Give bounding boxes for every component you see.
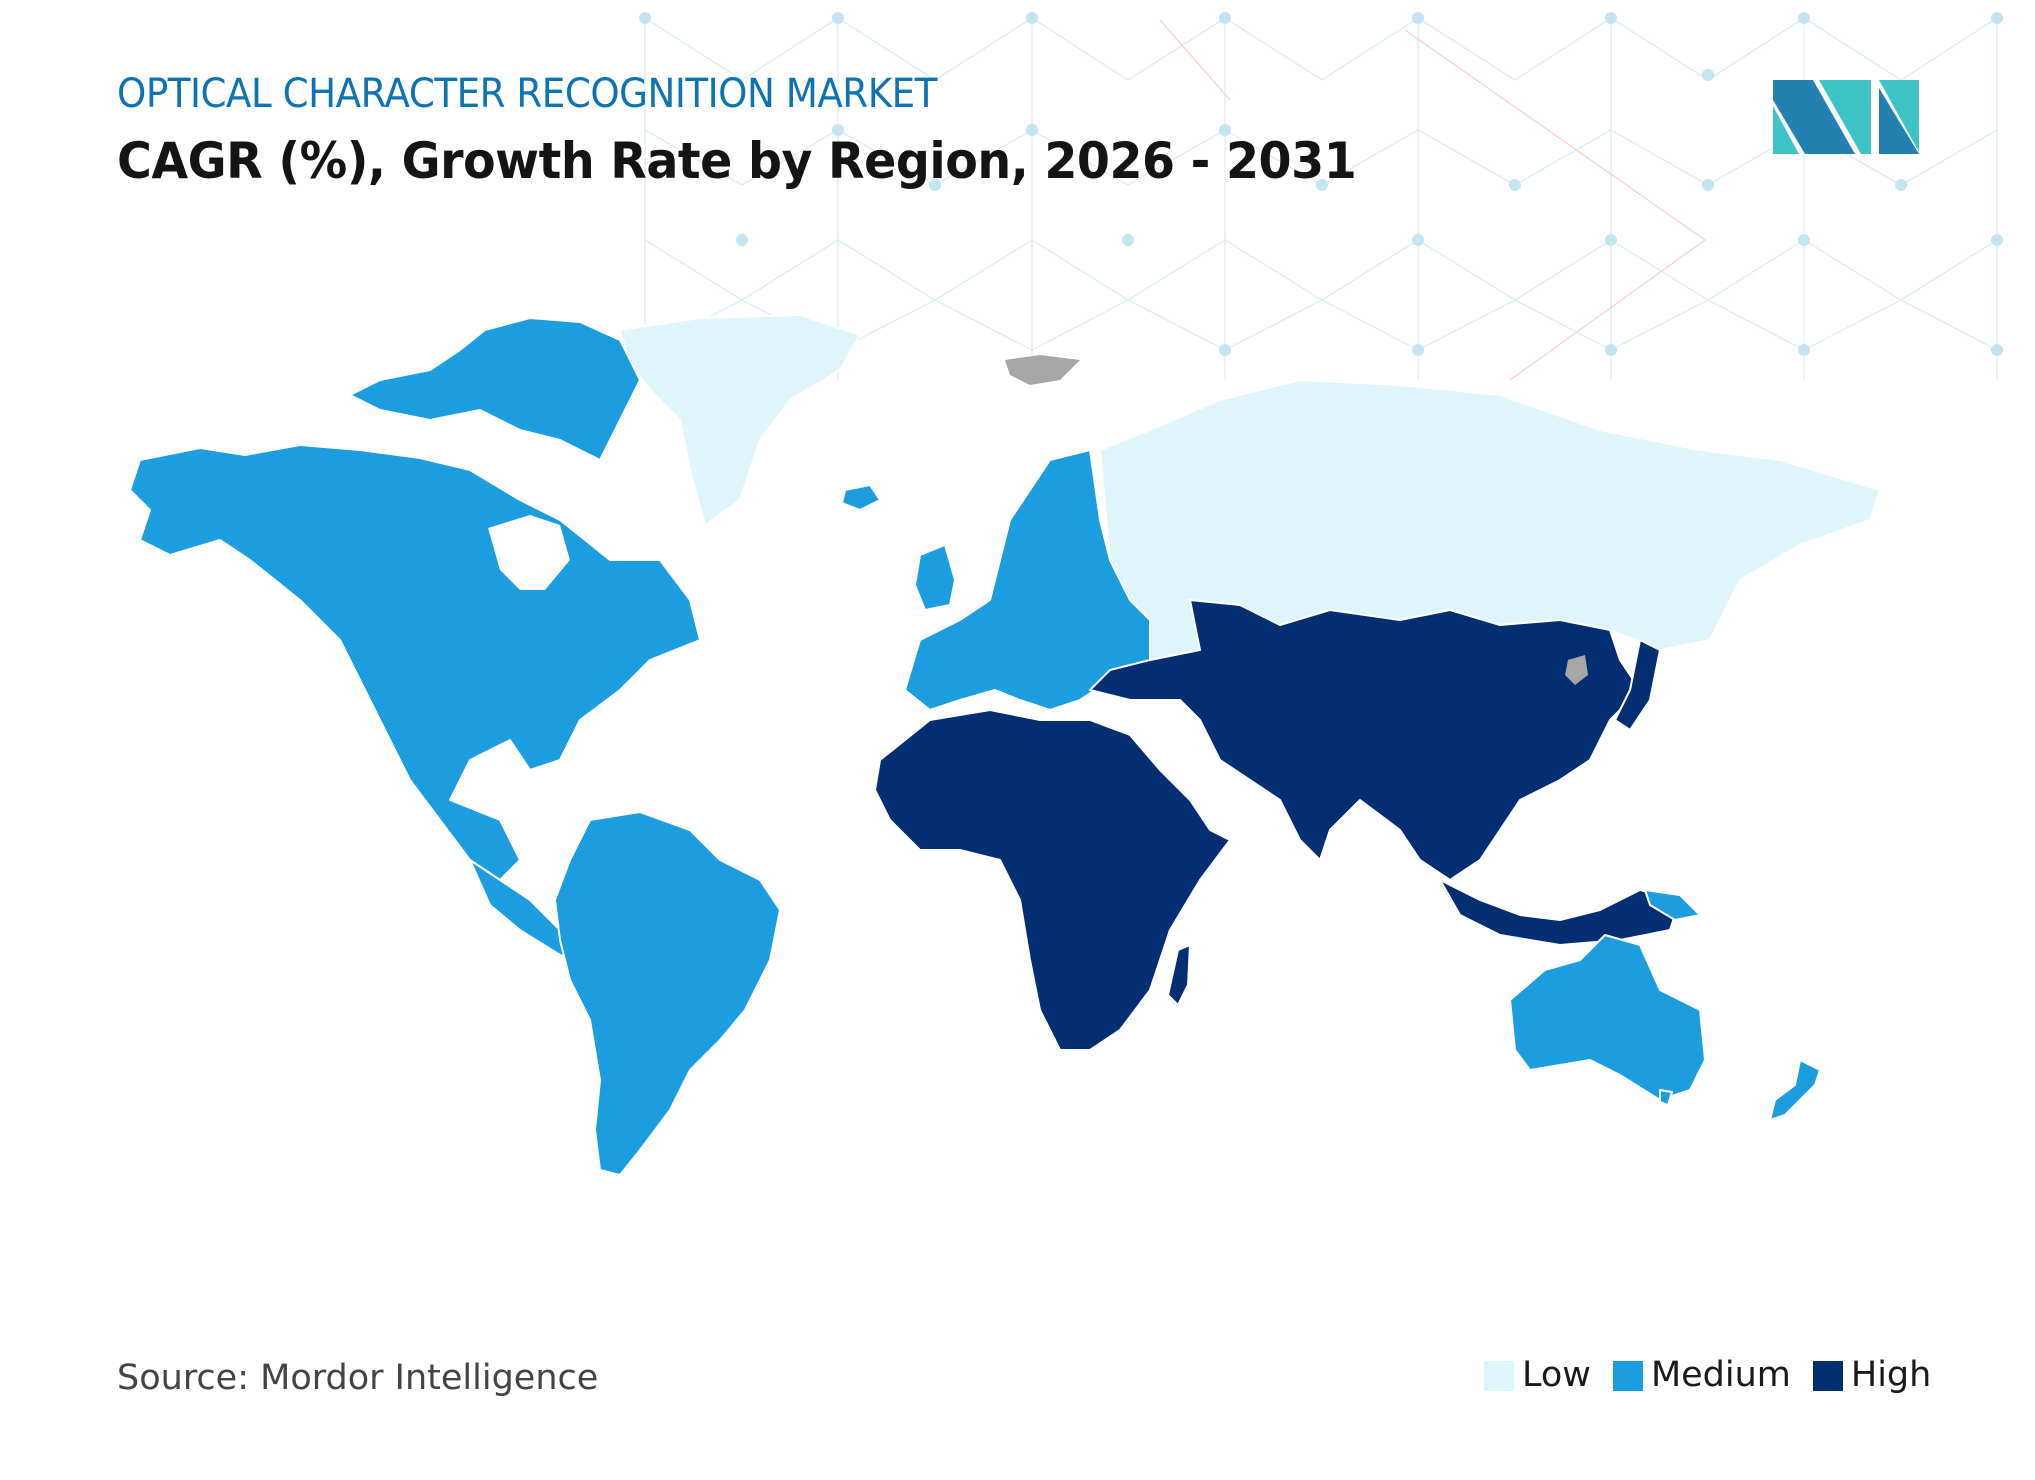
region-canada-arctic[interactable] bbox=[349, 317, 641, 461]
legend-swatch-low bbox=[1484, 1360, 1514, 1391]
legend-item-medium: Medium bbox=[1612, 1355, 1791, 1395]
legend-swatch-high bbox=[1812, 1360, 1843, 1391]
region-south-america[interactable] bbox=[554, 811, 781, 1176]
region-japan[interactable] bbox=[1614, 639, 1661, 731]
region-australia[interactable] bbox=[1509, 934, 1706, 1101]
region-uk-ireland[interactable] bbox=[914, 544, 956, 611]
region-north-america[interactable] bbox=[129, 444, 701, 881]
region-no-data-north-korea bbox=[1565, 655, 1588, 685]
world-choropleth-map bbox=[129, 314, 1881, 1176]
legend-item-low: Low bbox=[1484, 1358, 1591, 1393]
mordor-intelligence-logo-icon bbox=[1773, 80, 1919, 154]
chart-title: CAGR (%), Growth Rate by Region, 2026 - … bbox=[117, 132, 1357, 190]
region-asia[interactable] bbox=[1089, 599, 1641, 881]
legend-label-medium: Medium bbox=[1650, 1355, 1791, 1395]
region-papua-new-guinea[interactable] bbox=[1644, 889, 1701, 921]
source-note: Source: Mordor Intelligence bbox=[117, 1358, 599, 1398]
background-network-pattern bbox=[639, 12, 2003, 380]
region-africa[interactable] bbox=[874, 709, 1231, 1051]
region-greenland[interactable] bbox=[619, 314, 861, 526]
header: OPTICAL CHARACTER RECOGNITION MARKET CAG… bbox=[117, 74, 1422, 186]
region-no-data-svalbard bbox=[1005, 355, 1080, 385]
legend-item-high: High bbox=[1812, 1355, 1932, 1395]
legend-swatch-medium bbox=[1612, 1360, 1643, 1391]
market-kicker: OPTICAL CHARACTER RECOGNITION MARKET bbox=[117, 71, 937, 117]
region-tasmania[interactable] bbox=[1659, 1089, 1673, 1106]
legend: Low Medium High bbox=[1484, 1358, 1931, 1393]
region-madagascar[interactable] bbox=[1167, 944, 1191, 1006]
region-iceland[interactable] bbox=[841, 484, 881, 511]
legend-label-high: High bbox=[1850, 1355, 1932, 1395]
region-new-zealand[interactable] bbox=[1769, 1059, 1821, 1121]
region-southeast-asia-islands[interactable] bbox=[1439, 879, 1681, 946]
legend-label-low: Low bbox=[1522, 1355, 1591, 1395]
